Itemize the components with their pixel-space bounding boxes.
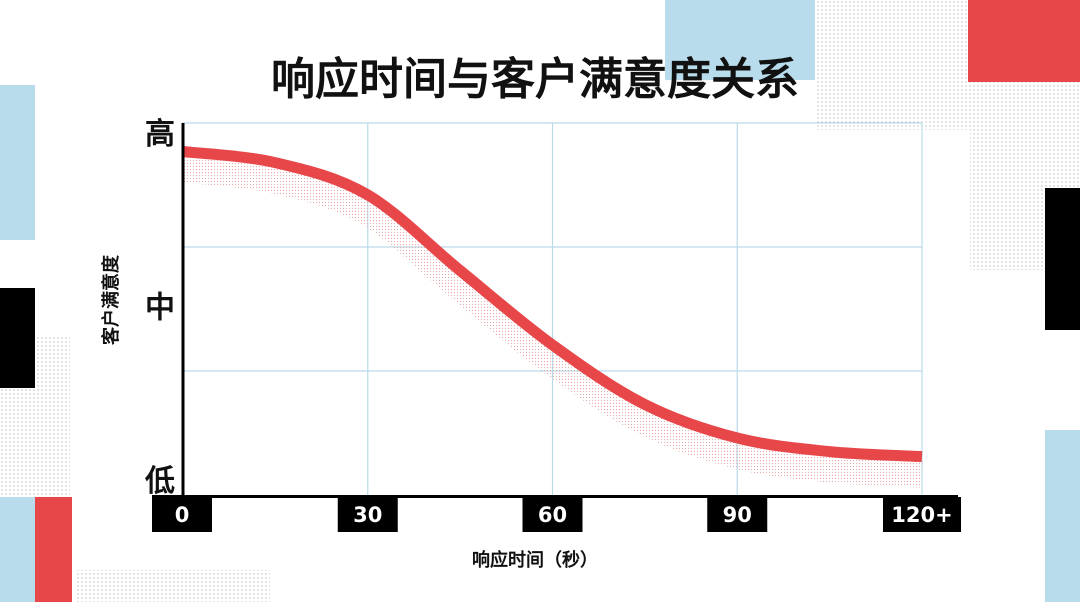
x-tick-box — [337, 497, 398, 532]
chart-title: 响应时间与客户满意度关系 — [271, 54, 799, 105]
x-tick-box — [883, 497, 961, 532]
x-tick-box — [707, 497, 768, 532]
line-shadow — [181, 156, 923, 488]
x-tick-box — [522, 497, 583, 532]
x-tick-label: 90 — [723, 503, 752, 527]
x-axis-title: 响应时间（秒） — [472, 549, 598, 571]
axes: 低 中 高 0 30 60 90 120+ — [144, 117, 961, 532]
y-tick-label: 高 — [145, 117, 175, 152]
x-tick-label: 60 — [538, 503, 567, 527]
y-axis-title: 客户满意度 — [100, 254, 122, 345]
x-axis — [152, 495, 958, 498]
x-tick-label: 120+ — [891, 503, 952, 527]
y-tick-label: 低 — [144, 464, 175, 499]
x-tick-box — [152, 497, 212, 532]
y-tick-label: 中 — [145, 291, 175, 326]
line — [182, 146, 923, 463]
plot — [181, 146, 923, 488]
x-tick-label: 0 — [175, 503, 190, 527]
x-tick-label: 30 — [353, 503, 382, 527]
